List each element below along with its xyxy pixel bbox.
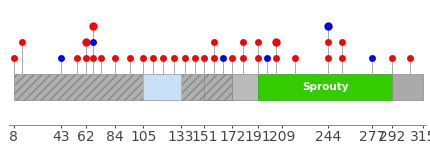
Bar (143, 75, 181, 100)
Bar (205, 75, 233, 100)
Bar (393, 75, 423, 100)
Bar (233, 75, 258, 100)
Bar (14, 75, 233, 100)
Text: Sprouty: Sprouty (302, 82, 348, 92)
Bar (258, 75, 393, 100)
